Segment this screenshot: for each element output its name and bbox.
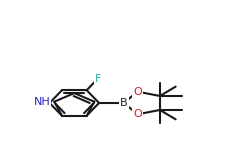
Text: F: F xyxy=(94,74,101,84)
Text: NH: NH xyxy=(34,97,50,107)
Text: B: B xyxy=(120,98,128,108)
Text: O: O xyxy=(133,87,142,97)
Text: O: O xyxy=(133,109,142,119)
